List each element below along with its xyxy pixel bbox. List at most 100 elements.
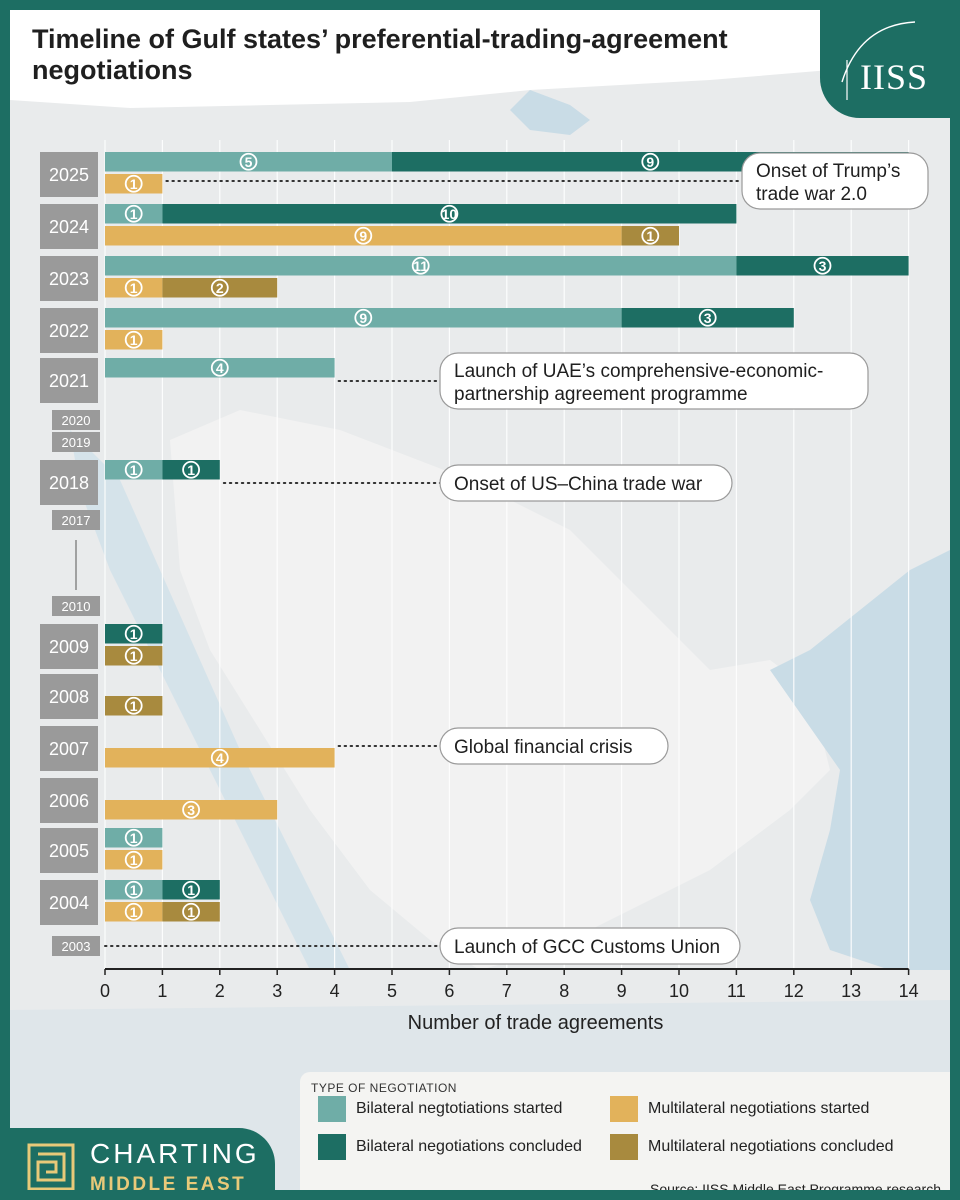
page-title: Timeline of Gulf states’ preferential-tr… (32, 24, 728, 85)
bar-value-label: 1 (187, 882, 195, 898)
year-box (52, 410, 100, 430)
annotation-text: Global financial crisis (454, 737, 632, 758)
bar-multilateral-started (105, 278, 163, 298)
bar-value-badge (813, 256, 832, 275)
logo-text: IISS (860, 57, 929, 97)
bar-multilateral-started (105, 902, 163, 922)
bar-bilateral-concluded (162, 880, 220, 900)
bar-value-label: 3 (704, 310, 712, 326)
bar-value-label: 10 (442, 206, 458, 222)
year-label: 2009 (49, 637, 89, 657)
charting-middle-east-brand: CHARTING MIDDLE EAST (10, 1128, 275, 1190)
x-tick-label: 6 (444, 981, 454, 1001)
bar-value-badge (411, 256, 430, 275)
bar-bilateral-started (105, 828, 163, 848)
bar-value-label: 1 (130, 830, 138, 846)
bar-value-label: 1 (130, 904, 138, 920)
year-box (52, 936, 100, 956)
logo-arc-icon (841, 21, 916, 100)
annotation-box (439, 927, 741, 965)
bar-bilateral-concluded (162, 460, 220, 480)
legend-swatch (318, 1134, 346, 1160)
year-label: 2004 (49, 893, 89, 913)
bar-multilateral-started (105, 800, 278, 820)
legend-label: Multilateral negotiations concluded (648, 1138, 894, 1155)
year-box (40, 256, 98, 301)
bar-value-badge (124, 646, 143, 665)
bar-value-label: 1 (130, 648, 138, 664)
bar-multilateral-started (105, 850, 163, 870)
chart-canvas: Timeline of Gulf states’ preferential-tr… (10, 10, 950, 1190)
year-box (40, 308, 98, 353)
bar-multilateral-concluded (105, 646, 163, 666)
annotation-box (439, 727, 669, 765)
bar-value-badge (124, 828, 143, 847)
bar-value-badge (210, 358, 229, 377)
year-box (52, 596, 100, 616)
bar-bilateral-started (105, 460, 163, 480)
bar-value-label: 9 (359, 228, 367, 244)
bar-value-badge (210, 748, 229, 767)
bar-value-badge (440, 204, 459, 223)
year-label: 2021 (49, 371, 89, 391)
annotation-text: trade war 2.0 (756, 184, 867, 205)
brand-line-1: CHARTING (90, 1138, 260, 1169)
annotation-box (439, 464, 733, 502)
legend-swatch (610, 1134, 638, 1160)
bar-value-badge (182, 902, 201, 921)
x-tick-label: 2 (215, 981, 225, 1001)
bar-value-badge (182, 800, 201, 819)
source-note: Source: IISS Middle East Programme resea… (650, 1181, 942, 1190)
bar-value-label: 1 (130, 882, 138, 898)
bar-value-badge (182, 880, 201, 899)
bar-value-badge (182, 460, 201, 479)
year-box (40, 152, 98, 197)
year-label: 2024 (49, 217, 89, 237)
bar-value-label: 3 (187, 802, 195, 818)
brand-line-2: MIDDLE EAST (90, 1174, 247, 1190)
year-label: 2008 (49, 687, 89, 707)
year-box (40, 204, 98, 249)
bar-multilateral-started (105, 174, 163, 194)
bar-bilateral-concluded (621, 308, 794, 328)
x-tick-label: 7 (502, 981, 512, 1001)
year-label: 2006 (49, 791, 89, 811)
bar-bilateral-started (105, 308, 622, 328)
annotation-text: partnership agreement programme (454, 384, 748, 405)
bar-value-badge (641, 152, 660, 171)
x-tick-label: 11 (727, 981, 746, 1001)
year-box (40, 674, 98, 719)
bar-value-badge (210, 278, 229, 297)
bar-multilateral-started (105, 748, 335, 768)
bar-value-label: 1 (130, 698, 138, 714)
legend-label: Bilateral negtotiations started (356, 1100, 563, 1117)
bar-value-label: 3 (819, 258, 827, 274)
bar-value-label: 11 (413, 258, 428, 274)
year-label: 2023 (49, 269, 89, 289)
bar-value-badge (124, 850, 143, 869)
legend-swatch (610, 1096, 638, 1122)
bar-value-badge (124, 460, 143, 479)
bar-value-badge (124, 204, 143, 223)
legend-item-bilateral-concluded: Bilateral negotiations concluded (318, 1134, 582, 1160)
year-box (40, 726, 98, 771)
bar-bilateral-concluded (736, 256, 909, 276)
bar-value-label: 5 (245, 154, 253, 170)
bar-value-badge (698, 308, 717, 327)
bar-bilateral-concluded (105, 624, 163, 644)
legend-label: Multilateral negotiations started (648, 1100, 870, 1117)
bar-value-badge (354, 308, 373, 327)
bar-multilateral-concluded (162, 278, 278, 298)
legend (300, 1072, 950, 1190)
bar-value-badge (124, 902, 143, 921)
bar-value-label: 4 (216, 750, 224, 766)
x-tick-label: 14 (899, 981, 919, 1001)
bar-value-label: 1 (130, 176, 138, 192)
bar-value-label: 1 (646, 228, 654, 244)
bar-value-label: 1 (130, 626, 138, 642)
bar-value-label: 9 (359, 310, 367, 326)
bar-value-label: 4 (216, 360, 224, 376)
year-label: 2010 (62, 599, 91, 614)
year-box (52, 510, 100, 530)
bar-value-label: 2 (216, 280, 224, 296)
